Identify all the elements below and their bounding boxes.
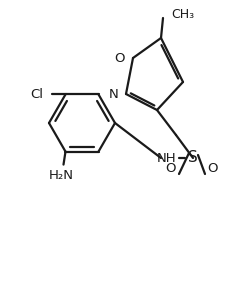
Text: O: O bbox=[114, 52, 125, 64]
Text: H₂N: H₂N bbox=[49, 169, 74, 182]
Text: S: S bbox=[188, 151, 198, 166]
Text: O: O bbox=[208, 162, 218, 175]
Text: N: N bbox=[108, 88, 118, 101]
Text: Cl: Cl bbox=[30, 88, 43, 101]
Text: NH: NH bbox=[157, 151, 177, 164]
Text: CH₃: CH₃ bbox=[171, 8, 194, 21]
Text: O: O bbox=[166, 162, 176, 175]
